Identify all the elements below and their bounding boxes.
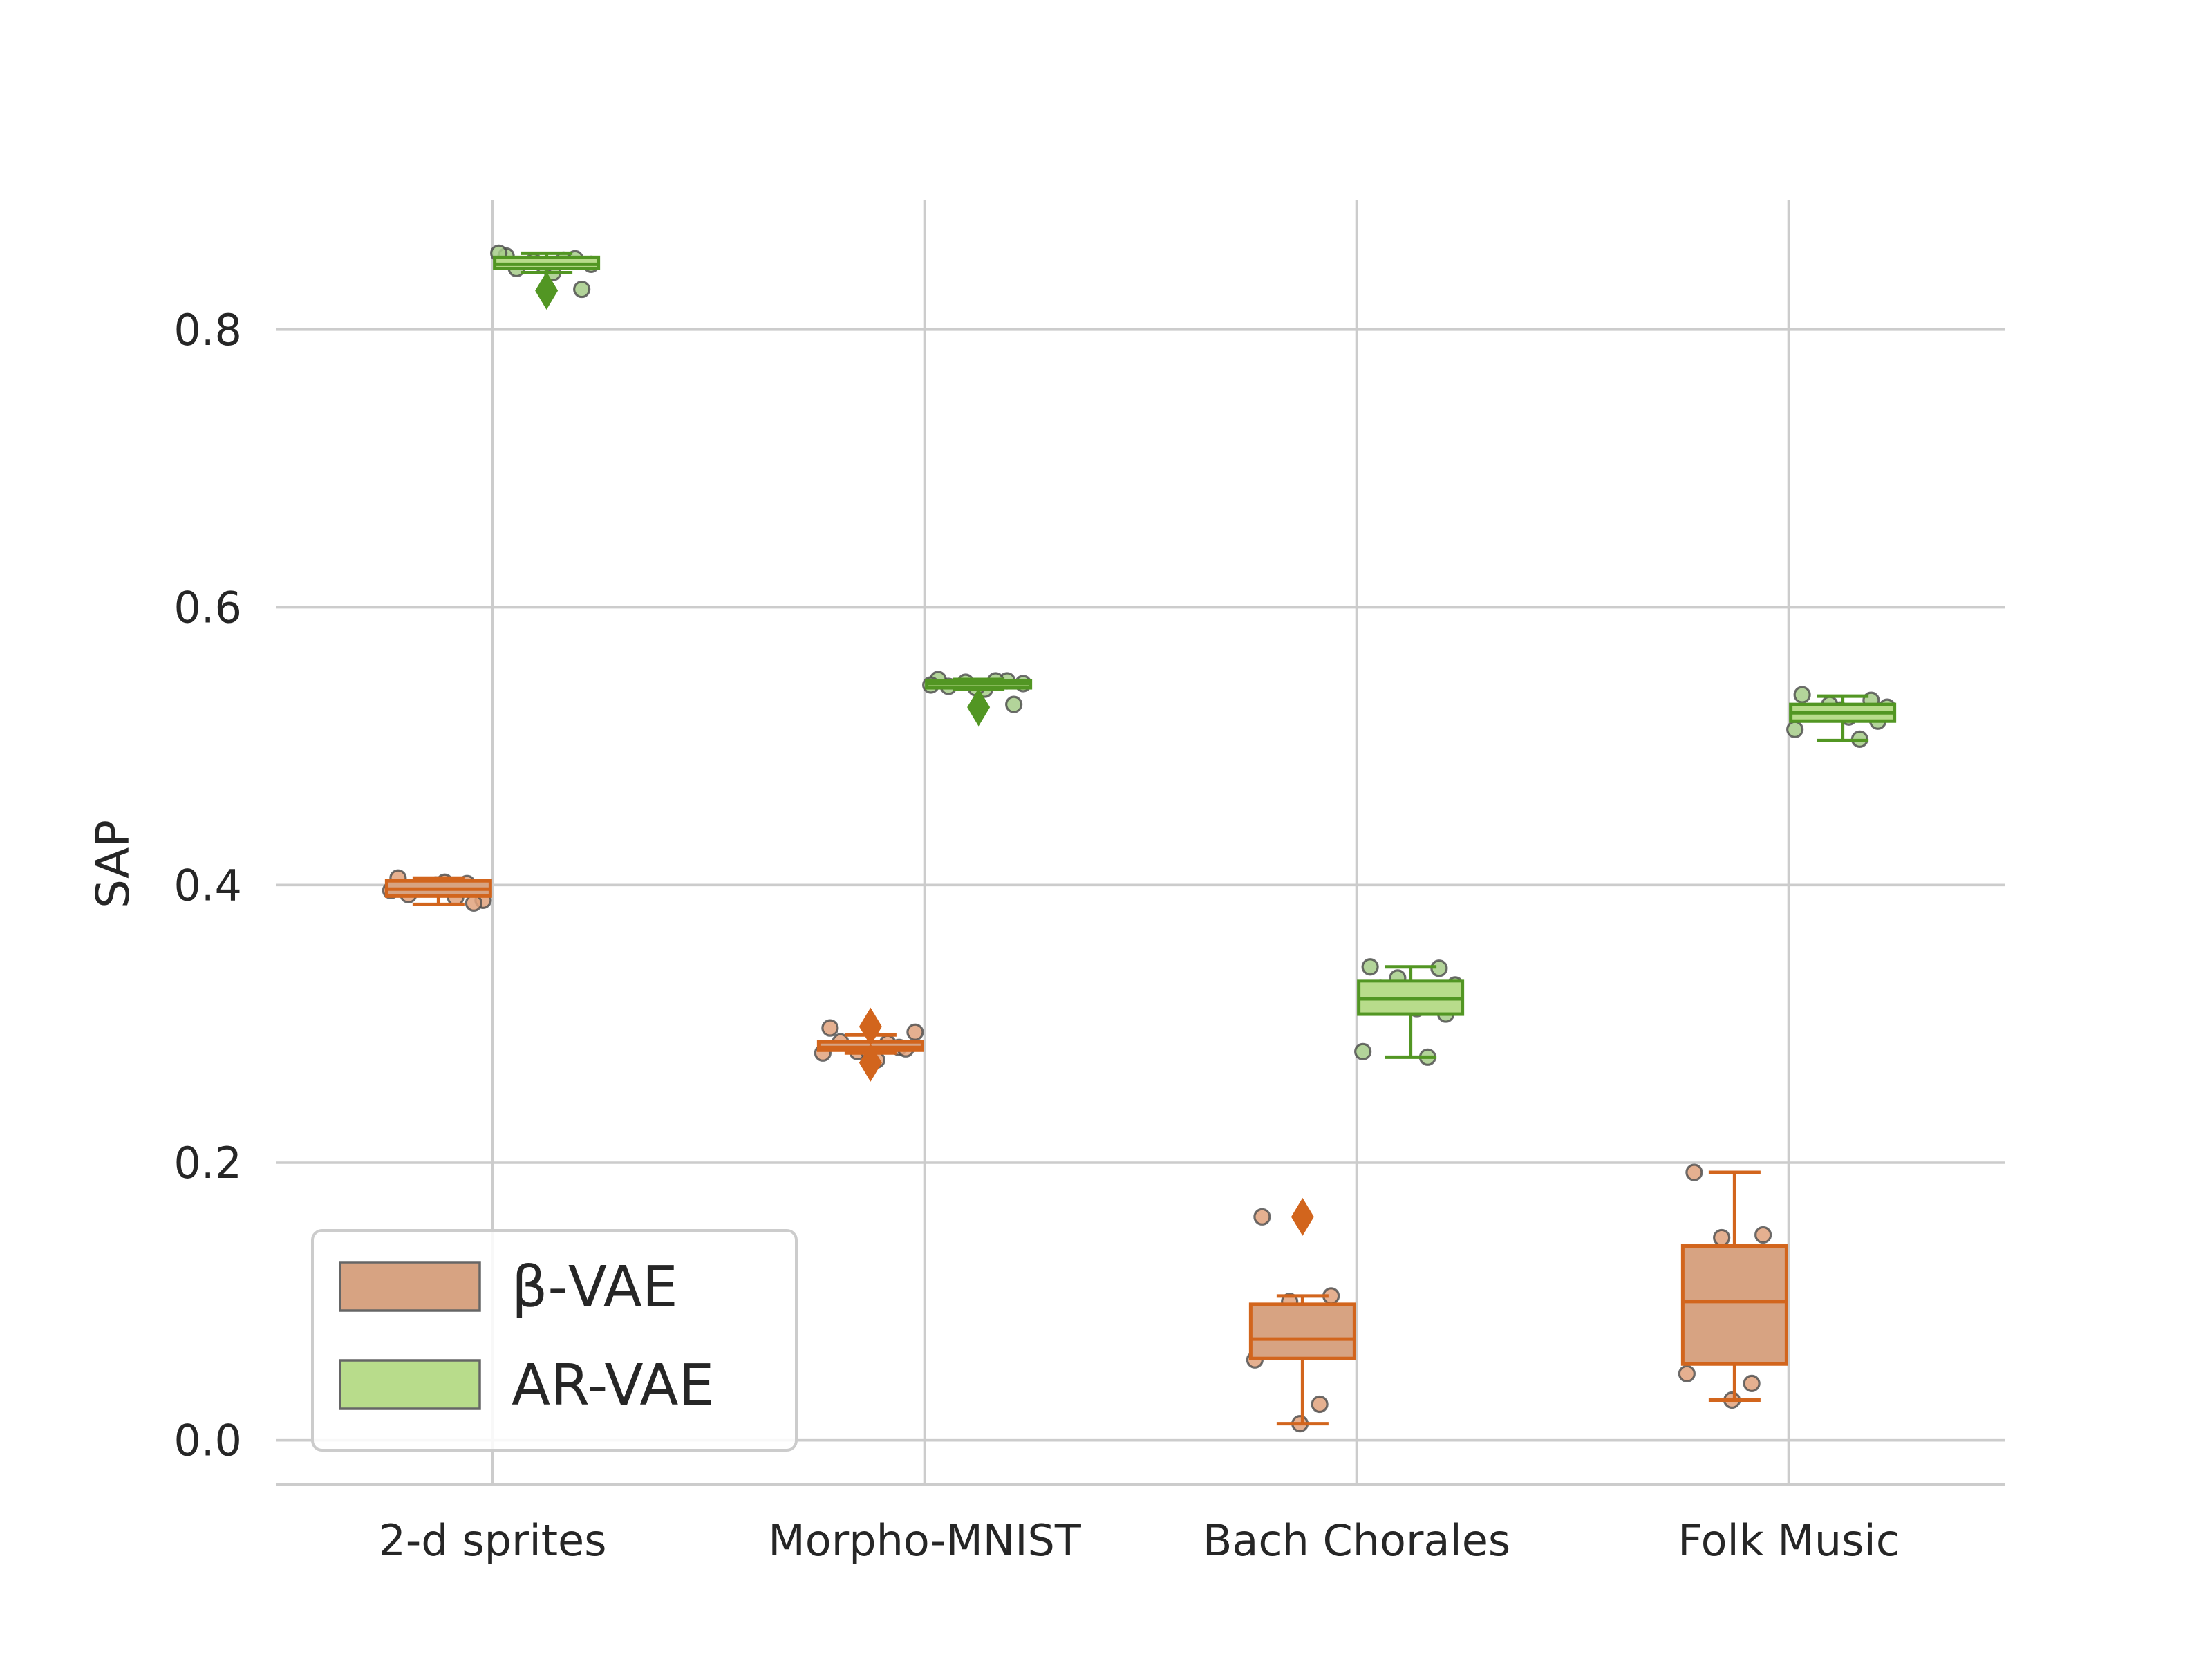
data-point (1754, 1226, 1772, 1244)
legend-swatch-ar-vae (339, 1359, 481, 1410)
box-ar-vae (1789, 694, 1897, 742)
box-ar-vae (493, 251, 601, 310)
box-beta-vae (1248, 1197, 1356, 1426)
data-point (1786, 720, 1804, 738)
data-point (1685, 1163, 1703, 1181)
box-ar-vae (1357, 965, 1465, 1059)
data-point (821, 1019, 839, 1037)
data-point (1253, 1208, 1271, 1226)
data-point (1354, 1042, 1372, 1060)
legend-label-beta-vae: β-VAE (512, 1255, 678, 1320)
x-tick-label: Bach Chorales (1203, 1515, 1510, 1566)
box-beta-vae (816, 1007, 924, 1082)
y-tick-label: 0.0 (174, 1416, 242, 1466)
y-axis-title: SAP (86, 820, 140, 908)
iqr-box (1248, 1302, 1356, 1360)
legend-label-ar-vae: AR-VAE (512, 1353, 714, 1418)
data-point (1678, 1365, 1696, 1382)
data-point (1361, 958, 1379, 976)
box-beta-vae (1680, 1170, 1788, 1402)
outlier-marker (1291, 1197, 1314, 1236)
x-tick-label: 2-d sprites (378, 1515, 606, 1566)
x-tick-label: Morpho-MNIST (768, 1515, 1082, 1566)
data-point (906, 1023, 924, 1041)
data-point (1713, 1228, 1731, 1247)
outlier-marker (535, 272, 559, 310)
y-tick-label: 0.8 (174, 305, 242, 355)
box-beta-vae (384, 876, 492, 906)
y-tick-label: 0.4 (174, 860, 242, 910)
data-point (1743, 1374, 1761, 1392)
iqr-box (1680, 1244, 1788, 1366)
outlier-marker (967, 688, 991, 727)
data-point (1793, 686, 1811, 704)
legend-swatch-beta-vae (339, 1261, 481, 1312)
y-tick-label: 0.6 (174, 583, 242, 633)
y-tick-labels: 0.0 0.2 0.4 0.6 0.8 (174, 305, 242, 1466)
outlier-marker (859, 1043, 882, 1082)
data-point (1311, 1395, 1329, 1414)
outlier-marker (859, 1007, 882, 1046)
x-tick-label: Folk Music (1678, 1515, 1900, 1566)
data-point (1005, 695, 1023, 713)
boxes (384, 251, 1897, 1426)
data-point (573, 280, 591, 299)
y-tick-label: 0.2 (174, 1138, 242, 1188)
legend: β-VAE AR-VAE (311, 1229, 798, 1452)
box-ar-vae (925, 677, 1033, 727)
x-tick-labels: 2-d sprites Morpho-MNIST Bach Chorales Folk… (378, 1515, 1899, 1566)
